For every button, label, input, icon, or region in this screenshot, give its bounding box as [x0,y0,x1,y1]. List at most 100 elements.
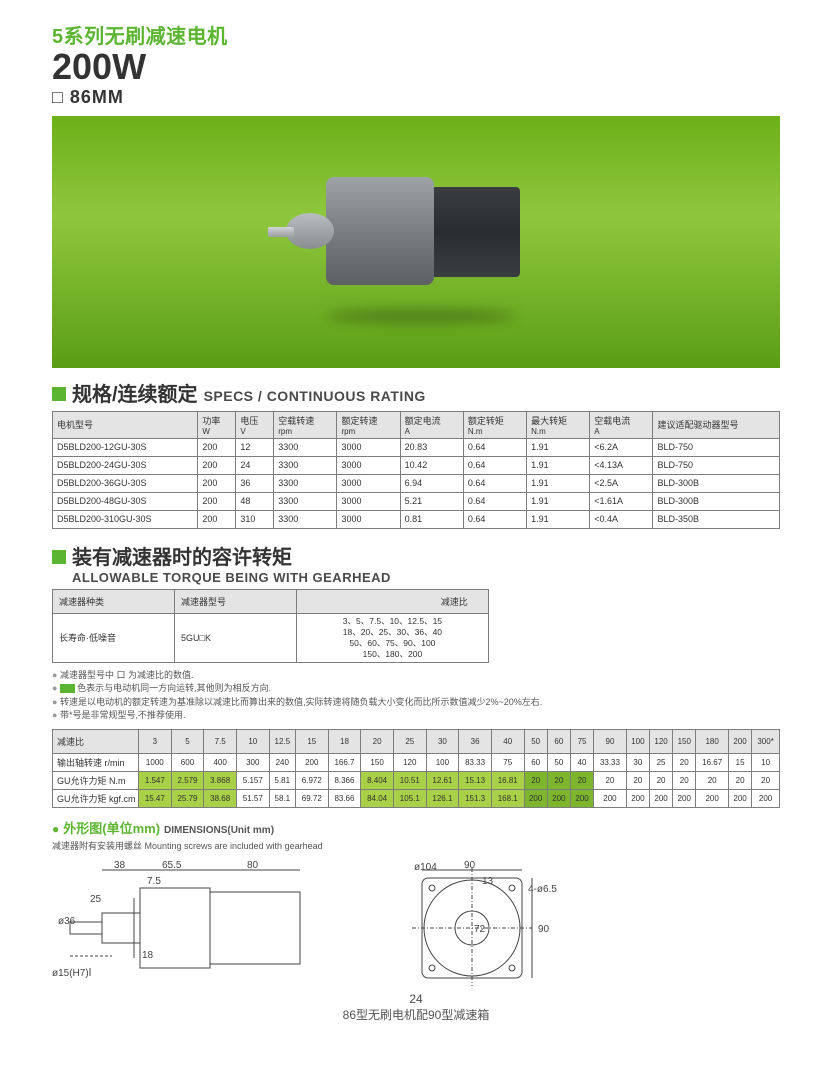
gear-row-model: 5GU□K [175,613,297,662]
specs-cell: D5BLD200-12GU-30S [53,438,198,456]
specs-cell: <1.61A [590,492,653,510]
specs-cell: 10.42 [400,456,463,474]
specs-cell: 0.64 [463,438,526,456]
dim-title-en: DIMENSIONS(Unit mm) [164,825,274,836]
torque-cell: 105.1 [393,789,426,807]
torque-cell: 200 [524,789,547,807]
torque-cell: 5 [171,729,204,753]
torque-cell: 40 [491,729,524,753]
gear-col-type: 减速器种类 [53,589,175,613]
specs-cell: D5BLD200-48GU-30S [53,492,198,510]
specs-cell: 1.91 [527,438,590,456]
torque-cell: 75 [491,753,524,771]
torque-cell: 168.1 [491,789,524,807]
specs-cell: 1.91 [527,474,590,492]
torque-cell: 200 [649,789,672,807]
specs-cell: D5BLD200-36GU-30S [53,474,198,492]
gearhead-title-zh: 装有减速器时的容许转矩 [72,541,292,570]
torque-cell: 20 [673,753,696,771]
torque-cell: 200 [673,789,696,807]
torque-cell: 51.57 [236,789,269,807]
dim-title-zh: 外形图(单位mm) [63,818,160,837]
dimensions-heading: ● 外形图(单位mm) DIMENSIONS(Unit mm) [52,818,780,837]
specs-table: 电机型号功率W电压V空载转速rpm额定转速rpm额定电流A额定转矩N.m最大转矩… [52,411,780,529]
torque-cell: 8.404 [361,771,394,789]
series-title: 5系列无刷减速电机 [52,20,780,49]
specs-title-zh: 规格/连续额定 [72,378,198,407]
torque-cell: 75 [570,729,593,753]
torque-cell: 25 [649,753,672,771]
torque-cell: 100 [626,729,649,753]
gearhead-title-en: ALLOWABLE TORQUE BEING WITH GEARHEAD [72,570,780,585]
torque-table: 减速比357.51012.515182025303640506075901001… [52,729,780,808]
gear-col-model: 减速器型号 [175,589,297,613]
torque-cell: 10.51 [393,771,426,789]
torque-cell: 20 [752,771,780,789]
specs-cell: 200 [198,510,236,528]
torque-cell: 180 [696,729,729,753]
torque-cell: 3 [139,729,172,753]
torque-cell: 300* [752,729,780,753]
torque-cell: 200 [594,789,627,807]
torque-cell: 150 [361,753,394,771]
torque-row-label: GU允许力矩 kgf.cm [53,789,139,807]
torque-cell: 20 [570,771,593,789]
hero-image [52,116,780,368]
gear-row-type: 长寿命·低噪音 [53,613,175,662]
torque-cell: 200 [295,753,328,771]
svg-text:80: 80 [247,860,259,871]
torque-cell: 18 [328,729,361,753]
specs-col-header: 功率W [198,411,236,438]
note-4: 带*号是非常规型号,不推荐使用. [60,710,186,720]
bullet-icon: ● [52,822,59,836]
torque-cell: 12.61 [426,771,459,789]
specs-cell: 3300 [274,492,337,510]
torque-cell: 60 [547,729,570,753]
specs-cell: 48 [236,492,274,510]
dim-note: 减速器附有安装用螺丝 Mounting screws are included … [52,839,780,852]
specs-cell: 3300 [274,456,337,474]
specs-row: D5BLD200-48GU-30S20048330030005.210.641.… [53,492,780,510]
torque-cell: 90 [594,729,627,753]
svg-text:ø15(H7): ø15(H7) [52,968,89,979]
specs-col-header: 电压V [236,411,274,438]
specs-cell: 3300 [274,474,337,492]
torque-cell: 3.868 [204,771,237,789]
torque-cell: 120 [649,729,672,753]
torque-cell: 400 [204,753,237,771]
torque-cell: 15.13 [459,771,492,789]
specs-row: D5BLD200-310GU-30S200310330030000.810.64… [53,510,780,528]
torque-cell: 200 [729,729,752,753]
note-1: 减速器型号中 口 为减速比的数值. [60,670,194,680]
specs-cell: 3000 [337,492,400,510]
specs-col-header: 额定转速rpm [337,411,400,438]
specs-col-header: 额定电流A [400,411,463,438]
specs-cell: <2.5A [590,474,653,492]
torque-cell: 1000 [139,753,172,771]
torque-cell: 200 [752,789,780,807]
svg-text:13: 13 [482,876,494,887]
svg-text:ø104: ø104 [414,862,437,873]
torque-cell: 40 [570,753,593,771]
specs-cell: BLD-750 [653,456,780,474]
svg-text:ø36: ø36 [58,916,76,927]
torque-cell: 33.33 [594,753,627,771]
specs-row: D5BLD200-12GU-30S200123300300020.830.641… [53,438,780,456]
torque-cell: 16.67 [696,753,729,771]
torque-cell: 58.1 [269,789,295,807]
specs-cell: 3000 [337,438,400,456]
torque-cell: 6.972 [295,771,328,789]
size-title: □ 86MM [52,87,780,108]
torque-cell: 38.68 [204,789,237,807]
specs-col-header: 电机型号 [53,411,198,438]
torque-cell: 300 [236,753,269,771]
note-2: 色表示与电动机同一方向运转,其他则为相反方向. [77,683,271,693]
svg-text:90: 90 [464,860,476,871]
specs-cell: BLD-300B [653,492,780,510]
torque-cell: 5.157 [236,771,269,789]
gear-col-ratio: 减速比 [297,589,489,613]
specs-col-header: 空载转速rpm [274,411,337,438]
specs-cell: 200 [198,492,236,510]
torque-cell: 30 [426,729,459,753]
torque-cell: 25 [393,729,426,753]
